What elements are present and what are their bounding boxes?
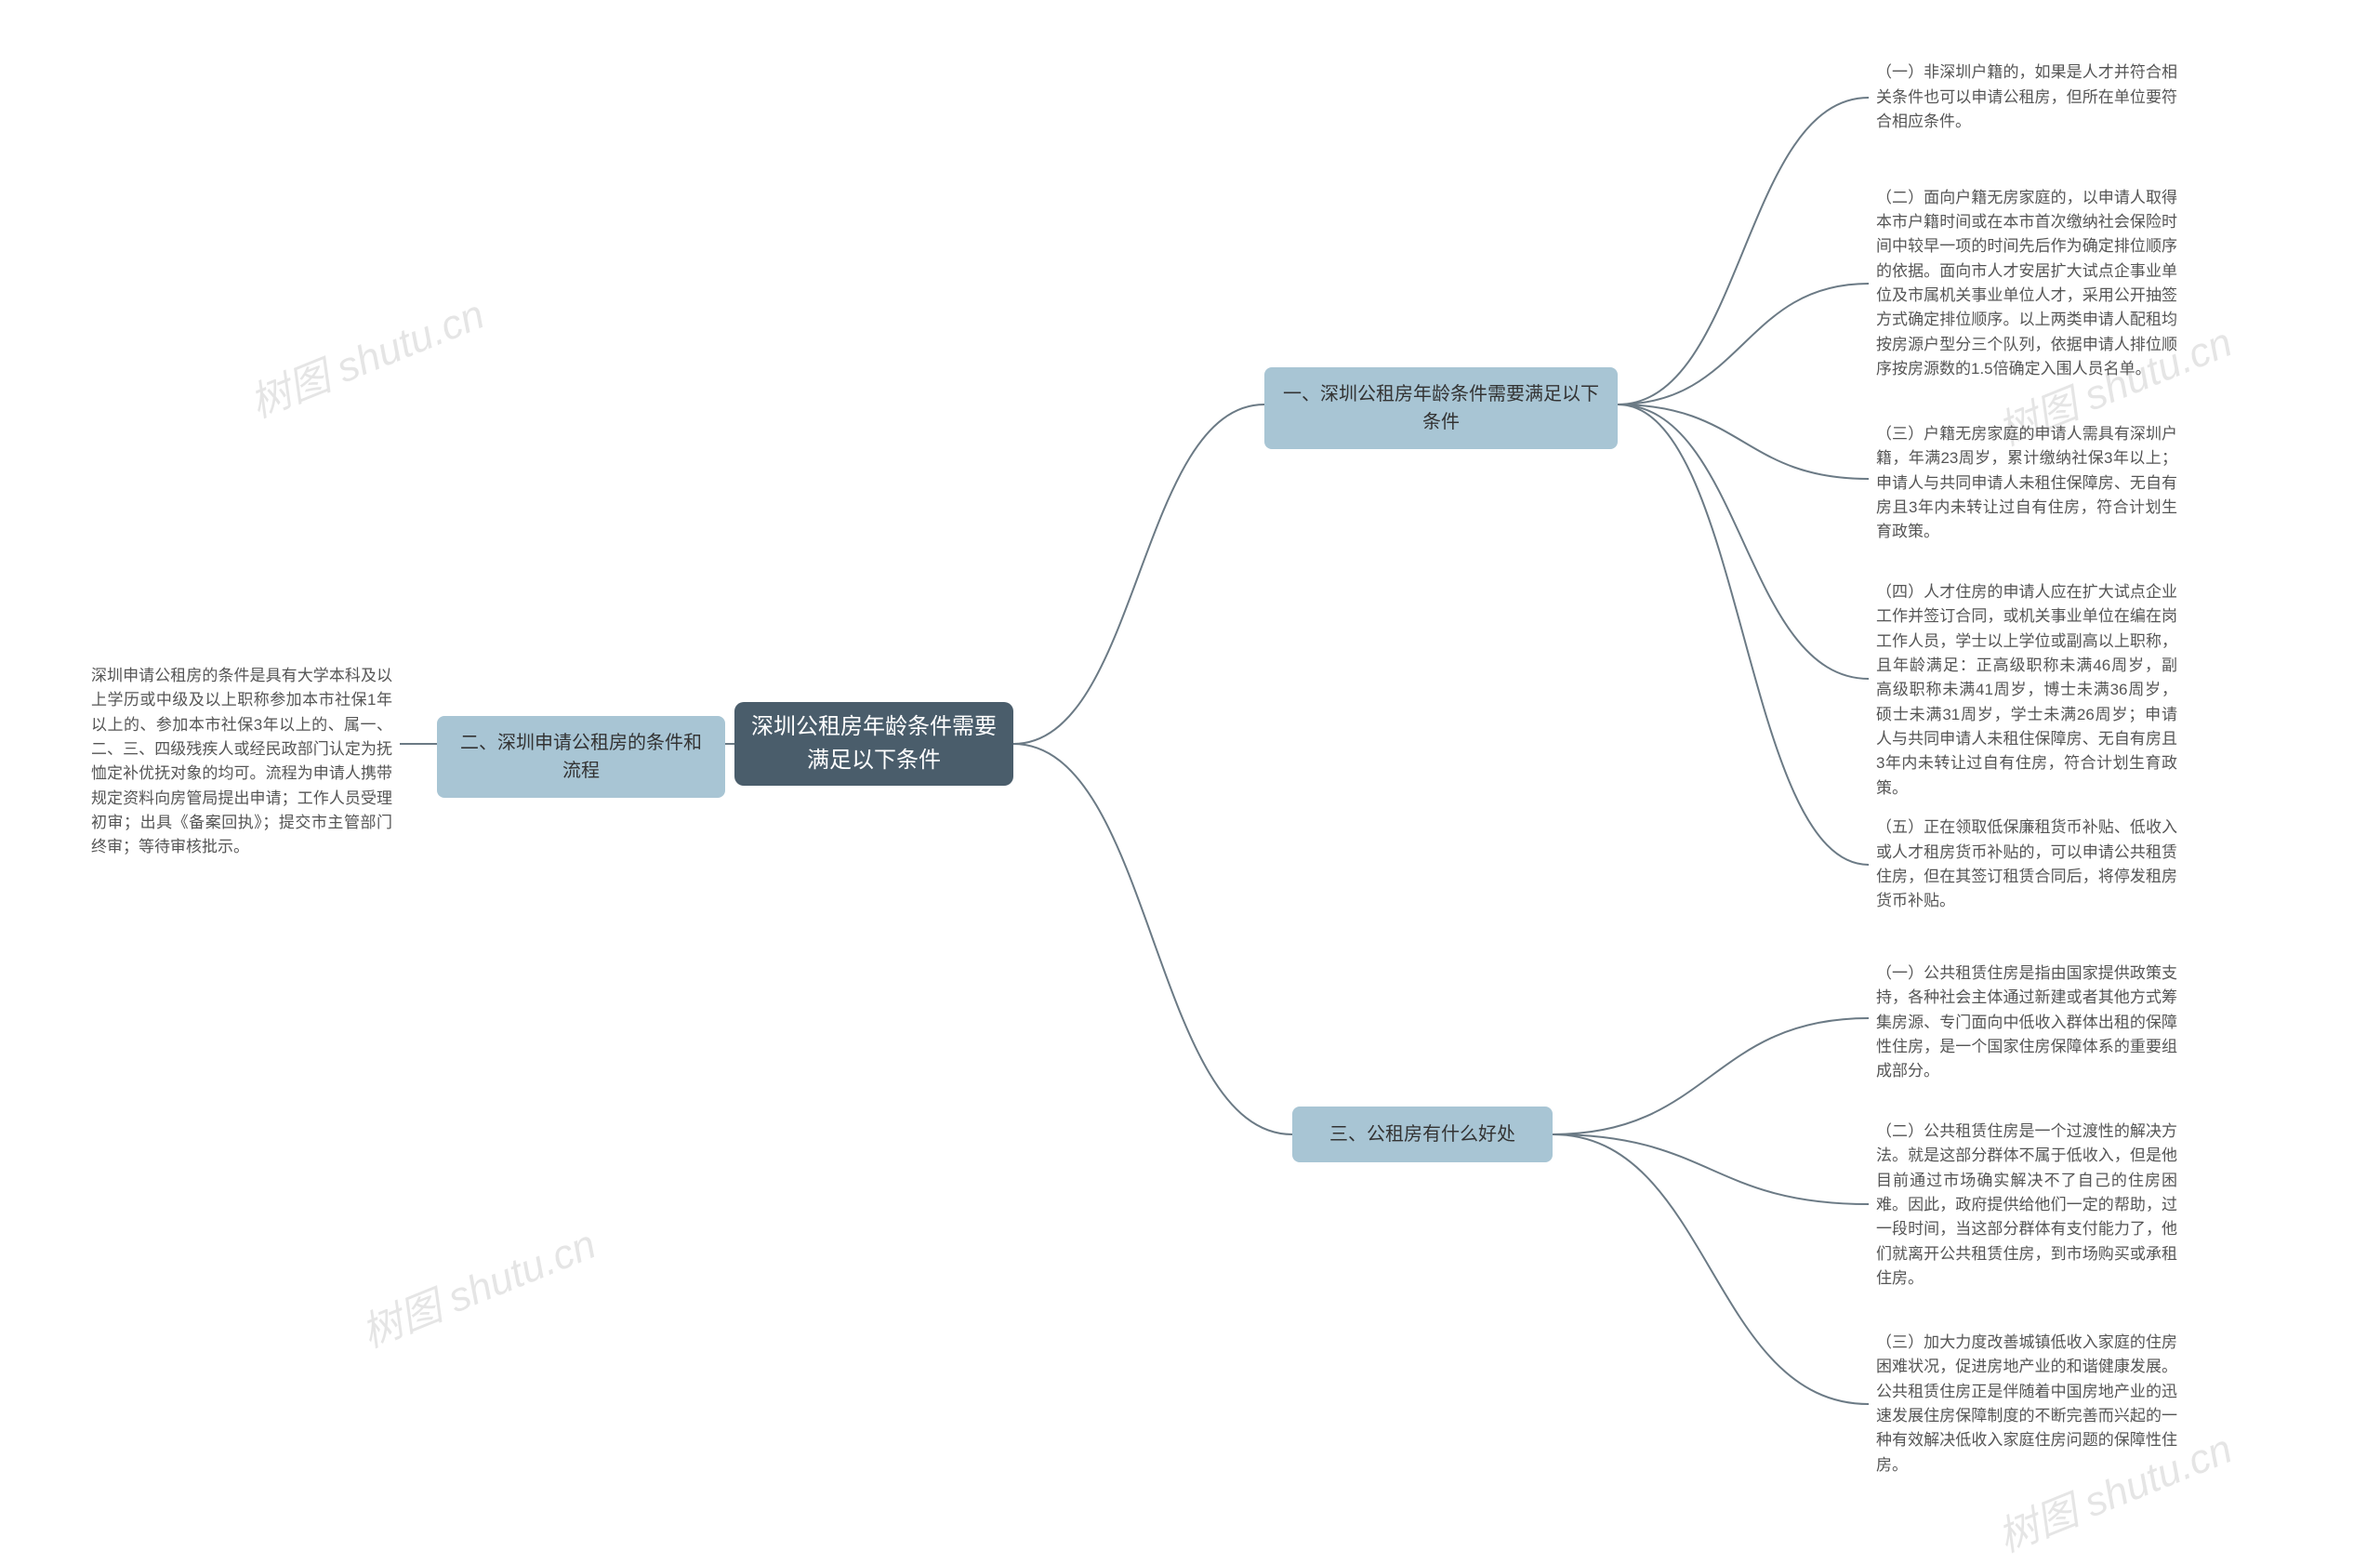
leaf-node-1-5: （五）正在领取低保廉租货币补贴、低收入或人才租房货币补贴的，可以申请公共租赁住房… [1869,809,2185,921]
mindmap-canvas: 树图 shutu.cn 树图 shutu.cn 树图 shutu.cn 树图 s… [0,0,2380,1552]
leaf-node-1-2: （二）面向户籍无房家庭的，以申请人取得本市户籍时间或在本市首次缴纳社会保险时间中… [1869,181,2185,386]
leaf-node-1-1: （一）非深圳户籍的，如果是人才并符合相关条件也可以申请公租房，但所在单位要符合相… [1869,51,2185,144]
leaf-node-2-1: 深圳申请公租房的条件是具有大学本科及以上学历或中级及以上职称参加本市社保1年以上… [84,660,400,864]
leaf-node-3-3: （三）加大力度改善城镇低收入家庭的住房困难状况，促进房地产业的和谐健康发展。公共… [1869,1320,2185,1488]
leaf-node-1-3: （三）户籍无房家庭的申请人需具有深圳户籍，年满23周岁，累计缴纳社保3年以上；申… [1869,418,2185,549]
center-node: 深圳公租房年龄条件需要满足以下条件 [734,702,1013,786]
watermark: 树图 shutu.cn [240,281,492,429]
branch-node-1: 一、深圳公租房年龄条件需要满足以下条件 [1264,367,1618,449]
branch-node-2: 二、深圳申请公租房的条件和流程 [437,716,725,798]
leaf-node-3-2: （二）公共租赁住房是一个过渡性的解决方法。就是这部分群体不属于低收入，但是他目前… [1869,1116,2185,1294]
leaf-node-1-4: （四）人才住房的申请人应在扩大试点企业工作并签订合同，或机关事业单位在编在岗工作… [1869,577,2185,804]
leaf-node-3-1: （一）公共租赁住房是指由国家提供政策支持，各种社会主体通过新建或者其他方式筹集房… [1869,958,2185,1088]
watermark: 树图 shutu.cn [351,1211,603,1359]
branch-node-3: 三、公租房有什么好处 [1292,1107,1553,1162]
